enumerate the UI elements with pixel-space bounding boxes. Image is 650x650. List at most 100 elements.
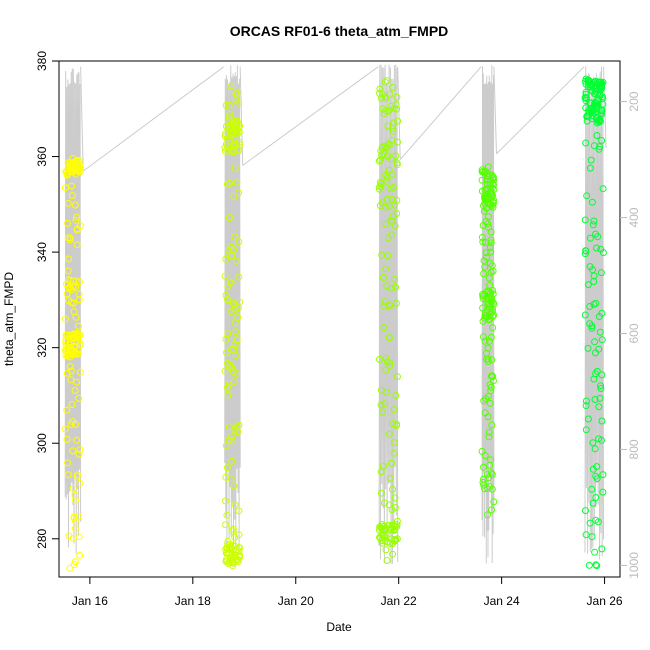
data-point — [225, 549, 233, 557]
data-point — [231, 501, 239, 509]
data-point — [68, 401, 76, 408]
data-point — [590, 217, 598, 225]
data-point — [393, 210, 401, 217]
data-point — [70, 561, 78, 569]
data-point — [387, 217, 395, 225]
data-point — [479, 290, 487, 298]
data-point — [394, 117, 402, 125]
data-point — [226, 121, 234, 129]
data-point — [76, 446, 84, 454]
data-point — [382, 144, 390, 152]
data-point — [488, 298, 495, 306]
y-tick-label: 280 — [35, 528, 49, 548]
data-point — [483, 306, 491, 314]
data-point — [384, 140, 392, 148]
data-point — [71, 387, 79, 394]
data-point — [589, 439, 597, 447]
data-point — [589, 107, 596, 115]
data-point — [390, 439, 398, 447]
data-point — [588, 485, 596, 493]
data-point — [593, 475, 601, 483]
data-point — [478, 187, 486, 195]
data-point — [591, 90, 599, 98]
pressure-trace-layer — [64, 64, 607, 564]
data-point — [74, 346, 82, 354]
data-point — [593, 99, 601, 107]
data-point — [479, 317, 487, 325]
data-point — [484, 511, 491, 519]
data-point — [483, 204, 491, 212]
data-point — [393, 535, 401, 543]
data-point — [585, 561, 593, 569]
data-point — [382, 366, 390, 374]
series-rf04 — [478, 163, 498, 519]
data-point — [590, 142, 598, 150]
data-point — [596, 84, 604, 91]
data-point — [376, 85, 384, 93]
y-tick-label: 340 — [35, 242, 49, 262]
data-point — [482, 395, 490, 403]
data-point — [380, 324, 388, 332]
data-point — [71, 525, 79, 533]
data-point — [478, 447, 486, 455]
data-point — [61, 315, 69, 323]
data-point — [584, 281, 592, 289]
data-point — [391, 275, 398, 283]
data-point — [229, 558, 237, 566]
data-point — [388, 231, 395, 239]
data-point — [72, 167, 80, 175]
data-point — [488, 471, 496, 478]
data-point — [69, 160, 77, 168]
data-point — [70, 338, 78, 346]
data-point — [66, 564, 74, 572]
data-point — [228, 549, 236, 557]
data-point — [75, 322, 82, 330]
data-point — [224, 142, 232, 150]
data-point — [64, 234, 72, 242]
data-point — [488, 262, 496, 270]
data-point — [72, 216, 80, 224]
data-point — [224, 391, 232, 399]
data-point — [377, 156, 384, 164]
data-point — [231, 305, 239, 313]
data-point — [64, 459, 71, 467]
data-point — [225, 101, 233, 109]
x-tick-label: Jan 22 — [381, 594, 417, 608]
chart-title: ORCAS RF01-6 theta_atm_FMPD — [230, 23, 449, 39]
data-point — [597, 111, 605, 119]
data-point — [582, 531, 590, 539]
data-point — [485, 428, 493, 436]
data-point — [232, 257, 240, 265]
data-point — [69, 335, 77, 343]
series-rf05 — [581, 75, 607, 570]
data-point — [481, 337, 489, 345]
data-point — [64, 471, 72, 479]
data-point — [490, 176, 498, 184]
data-point — [73, 226, 81, 234]
data-point — [379, 105, 387, 113]
data-point — [484, 485, 492, 492]
data-point — [391, 504, 399, 512]
data-point — [480, 463, 487, 471]
data-point — [389, 127, 397, 135]
data-point — [482, 218, 490, 225]
data-point — [586, 303, 594, 310]
data-point — [66, 236, 74, 244]
data-point — [377, 183, 385, 191]
data-point — [380, 462, 387, 470]
data-point — [598, 545, 606, 553]
data-point — [482, 249, 490, 257]
data-point — [393, 420, 401, 428]
data-point — [586, 234, 594, 242]
data-point — [229, 131, 237, 139]
data-point — [382, 388, 390, 396]
data-point — [73, 378, 81, 386]
data-point — [65, 343, 73, 351]
data-point — [222, 130, 229, 138]
data-point — [74, 350, 82, 358]
data-point — [376, 355, 383, 363]
data-point — [69, 534, 77, 542]
data-point — [231, 319, 239, 327]
secondary-y-axis: 200 400 600 800 1000 — [620, 91, 641, 579]
data-point — [71, 517, 79, 525]
